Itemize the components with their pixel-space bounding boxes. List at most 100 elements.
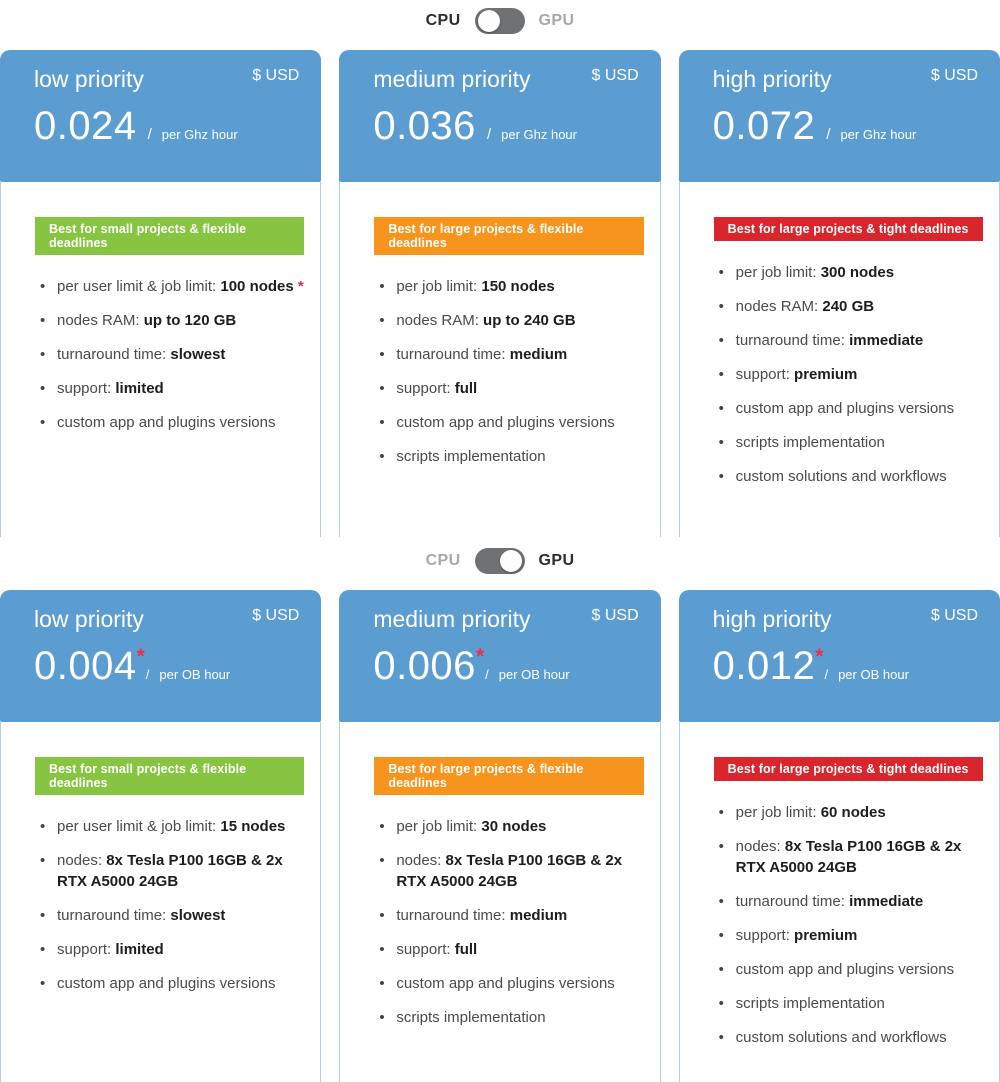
card-title: medium priority bbox=[373, 606, 531, 632]
price-line: 0.012 * / per OB hour bbox=[713, 644, 978, 689]
feature-item: nodes: 8x Tesla P100 16GB & 2x RTX A5000… bbox=[379, 850, 643, 892]
gpu-toggle-label[interactable]: GPU bbox=[538, 12, 575, 29]
card-title: medium priority bbox=[373, 66, 531, 92]
card-header: low priority $ USD 0.024 / per Ghz hour bbox=[0, 50, 322, 182]
price-separator: / bbox=[826, 126, 831, 143]
feature-item: per job limit: 150 nodes bbox=[379, 276, 643, 297]
price-asterisk: * bbox=[815, 645, 824, 668]
price-separator: / bbox=[824, 667, 829, 682]
best-for-badge: Best for small projects & flexible deadl… bbox=[35, 217, 305, 255]
switch-knob-icon bbox=[499, 550, 522, 572]
best-for-badge: Best for large projects & tight deadline… bbox=[713, 217, 983, 241]
pricing-card-medium-priority: medium priority $ USD 0.006 * / per OB hour… bbox=[339, 590, 661, 1082]
price-unit: per Ghz hour bbox=[161, 127, 238, 142]
price-value: 0.072 bbox=[712, 104, 816, 148]
feature-item: per job limit: 300 nodes bbox=[719, 262, 983, 283]
gpu-toggle-label[interactable]: GPU bbox=[538, 552, 575, 569]
price-value: 0.004 bbox=[34, 644, 137, 688]
feature-item: support: premium bbox=[719, 364, 983, 385]
feature-item: nodes: 8x Tesla P100 16GB & 2x RTX A5000… bbox=[719, 836, 983, 878]
footnote-asterisk: * bbox=[293, 278, 304, 295]
price-value: 0.006 bbox=[373, 644, 476, 688]
pricing-card-high-priority: high priority $ USD 0.012 * / per OB hour B… bbox=[678, 590, 1000, 1082]
feature-item: nodes RAM: 240 GB bbox=[719, 296, 983, 317]
currency-label: $ USD bbox=[930, 607, 978, 624]
cpu-gpu-toggle-row: CPU GPU bbox=[0, 548, 1000, 574]
feature-item: per job limit: 60 nodes bbox=[719, 802, 983, 823]
currency-label: $ USD bbox=[591, 607, 639, 624]
card-body: Best for large projects & flexible deadl… bbox=[339, 722, 661, 1082]
best-for-badge: Best for large projects & flexible deadl… bbox=[374, 217, 644, 255]
price-value: 0.012 bbox=[712, 644, 816, 688]
currency-label: $ USD bbox=[252, 607, 300, 624]
feature-item: nodes RAM: up to 240 GB bbox=[379, 310, 643, 331]
cpu-gpu-switch[interactable] bbox=[474, 8, 525, 34]
feature-item: custom solutions and workflows bbox=[719, 1027, 983, 1048]
price-asterisk: * bbox=[475, 645, 485, 668]
cpu-gpu-switch[interactable] bbox=[474, 548, 525, 574]
feature-list: per job limit: 150 nodes nodes RAM: up t… bbox=[374, 276, 643, 467]
pricing-card-low-priority: low priority $ USD 0.004 * / per OB hour Be… bbox=[0, 590, 322, 1082]
card-body: Best for large projects & flexible deadl… bbox=[339, 182, 661, 537]
card-header: medium priority $ USD 0.006 * / per OB hour bbox=[339, 590, 661, 722]
feature-item: scripts implementation bbox=[719, 993, 983, 1014]
feature-item: per job limit: 30 nodes bbox=[379, 816, 643, 837]
pricing-card-high-priority: high priority $ USD 0.072 / per Ghz hour B… bbox=[678, 50, 1000, 537]
switch-knob-icon bbox=[477, 10, 500, 32]
cpu-gpu-toggle-row: CPU GPU bbox=[0, 0, 1000, 34]
card-title: high priority bbox=[712, 66, 832, 92]
card-header: high priority $ USD 0.012 * / per OB hour bbox=[678, 590, 1000, 722]
currency-label: $ USD bbox=[252, 67, 300, 84]
price-separator: / bbox=[147, 126, 152, 143]
price-line: 0.004 * / per OB hour bbox=[34, 644, 299, 689]
card-body: Best for small projects & flexible deadl… bbox=[0, 722, 322, 1082]
best-for-badge: Best for small projects & flexible deadl… bbox=[35, 757, 305, 795]
feature-item: per user limit & job limit: 100 nodes * bbox=[40, 276, 304, 297]
price-asterisk: * bbox=[136, 645, 145, 668]
price-separator: / bbox=[486, 126, 492, 143]
price-line: 0.036 / per Ghz hour bbox=[373, 104, 638, 149]
feature-item: per user limit & job limit: 15 nodes bbox=[40, 816, 304, 837]
feature-item: custom app and plugins versions bbox=[719, 398, 983, 419]
feature-list: per job limit: 300 nodes nodes RAM: 240 … bbox=[714, 262, 983, 487]
gpu-cards-row: low priority $ USD 0.004 * / per OB hour Be… bbox=[0, 590, 1000, 1082]
feature-item: support: full bbox=[379, 939, 643, 960]
card-body: Best for large projects & tight deadline… bbox=[678, 182, 1000, 537]
price-line: 0.024 / per Ghz hour bbox=[34, 104, 299, 149]
card-header: medium priority $ USD 0.036 / per Ghz hour bbox=[339, 50, 661, 182]
cpu-cards-row: low priority $ USD 0.024 / per Ghz hour Be… bbox=[0, 50, 1000, 537]
card-body: Best for large projects & tight deadline… bbox=[678, 722, 1000, 1082]
feature-item: turnaround time: medium bbox=[379, 344, 643, 365]
card-header: high priority $ USD 0.072 / per Ghz hour bbox=[678, 50, 1000, 182]
price-line: 0.006 * / per OB hour bbox=[373, 644, 638, 689]
feature-item: nodes RAM: up to 120 GB bbox=[40, 310, 304, 331]
feature-item: turnaround time: slowest bbox=[40, 905, 304, 926]
price-unit: per OB hour bbox=[838, 667, 909, 682]
feature-item: turnaround time: slowest bbox=[40, 344, 304, 365]
feature-item: turnaround time: immediate bbox=[719, 891, 983, 912]
gpu-pricing-section: CPU GPU low priority $ USD 0.004 * / per OB… bbox=[0, 548, 1000, 1082]
price-unit: per OB hour bbox=[159, 667, 231, 682]
feature-item: custom app and plugins versions bbox=[379, 973, 643, 994]
feature-item: custom solutions and workflows bbox=[719, 466, 983, 487]
feature-item: support: premium bbox=[719, 925, 983, 946]
price-value: 0.024 bbox=[34, 104, 137, 148]
card-title: low priority bbox=[34, 66, 144, 92]
feature-item: custom app and plugins versions bbox=[40, 973, 304, 994]
feature-list: per job limit: 60 nodes nodes: 8x Tesla … bbox=[714, 802, 983, 1048]
feature-item: support: limited bbox=[40, 378, 304, 399]
feature-item: scripts implementation bbox=[379, 446, 643, 467]
feature-item: turnaround time: immediate bbox=[719, 330, 983, 351]
cpu-toggle-label[interactable]: CPU bbox=[425, 552, 461, 569]
feature-item: turnaround time: medium bbox=[379, 905, 643, 926]
cpu-pricing-section: CPU GPU low priority $ USD 0.024 / per Ghz… bbox=[0, 0, 1000, 537]
price-value: 0.036 bbox=[373, 104, 476, 148]
price-unit: per Ghz hour bbox=[501, 127, 577, 142]
feature-list: per user limit & job limit: 15 nodes nod… bbox=[35, 816, 304, 994]
best-for-badge: Best for large projects & tight deadline… bbox=[713, 757, 983, 781]
price-unit: per OB hour bbox=[498, 667, 570, 682]
cpu-toggle-label[interactable]: CPU bbox=[425, 12, 461, 29]
feature-item: support: full bbox=[379, 378, 643, 399]
feature-list: per user limit & job limit: 100 nodes * … bbox=[35, 276, 304, 433]
